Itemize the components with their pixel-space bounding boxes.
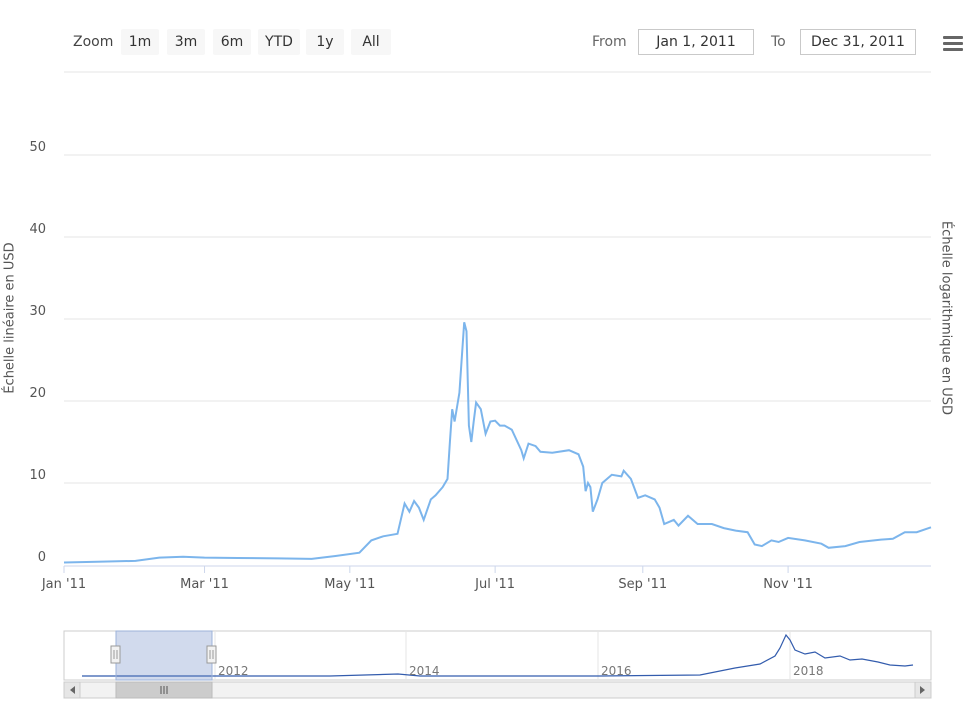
navigator-series-line bbox=[82, 633, 914, 677]
navigator-year-labels: 2012 2014 2016 2018 bbox=[218, 664, 824, 678]
navigator-year-label: 2014 bbox=[409, 664, 440, 678]
y-tick-label: 30 bbox=[29, 304, 46, 319]
y-tick-labels: 0 10 20 30 40 50 bbox=[29, 140, 46, 565]
navigator-year-label: 2018 bbox=[793, 664, 824, 678]
y-tick-label: 50 bbox=[29, 140, 46, 155]
scrollbar[interactable] bbox=[63, 681, 932, 699]
zoom-button-6m[interactable]: 6m bbox=[213, 29, 251, 55]
zoom-button-ytd[interactable]: YTD bbox=[258, 29, 300, 55]
scroll-left-arrow-icon bbox=[70, 686, 75, 694]
y-tick-label: 40 bbox=[29, 222, 46, 237]
y-tick-label: 10 bbox=[29, 468, 46, 483]
x-tick-label: Sep '11 bbox=[618, 577, 667, 592]
y-tick-label: 0 bbox=[38, 550, 46, 565]
zoom-button-all[interactable]: All bbox=[351, 29, 391, 55]
x-tick-labels: Jan '11 Mar '11 May '11 Jul '11 Sep '11 Nov '… bbox=[41, 566, 813, 592]
hamburger-menu-icon[interactable] bbox=[943, 36, 963, 52]
zoom-label: Zoom bbox=[73, 34, 114, 50]
x-tick-label: Mar '11 bbox=[180, 577, 229, 592]
navigator-year-label: 2012 bbox=[218, 664, 249, 678]
zoom-button-1y[interactable]: 1y bbox=[306, 29, 344, 55]
price-series-line bbox=[63, 322, 932, 564]
navigator-selection[interactable] bbox=[115, 630, 213, 681]
zoom-button-3m[interactable]: 3m bbox=[167, 29, 205, 55]
y-tick-label: 20 bbox=[29, 386, 46, 401]
from-date-input[interactable]: Jan 1, 2011 bbox=[638, 29, 754, 55]
x-tick-label: May '11 bbox=[324, 577, 375, 592]
scroll-right-arrow-icon bbox=[920, 686, 925, 694]
x-tick-label: Jul '11 bbox=[474, 577, 515, 592]
navigator: 2012 2014 2016 2018 bbox=[63, 630, 932, 681]
x-tick-label: Nov '11 bbox=[763, 577, 813, 592]
to-date-input[interactable]: Dec 31, 2011 bbox=[800, 29, 916, 55]
zoom-button-1m[interactable]: 1m bbox=[121, 29, 159, 55]
grid-lines bbox=[64, 154, 931, 567]
navigator-handle-right[interactable] bbox=[206, 645, 217, 664]
from-label: From bbox=[592, 34, 627, 50]
x-tick-label: Jan '11 bbox=[41, 577, 86, 592]
navigator-handle-left[interactable] bbox=[110, 645, 121, 664]
to-label: To bbox=[771, 34, 786, 50]
navigator-year-label: 2016 bbox=[601, 664, 632, 678]
